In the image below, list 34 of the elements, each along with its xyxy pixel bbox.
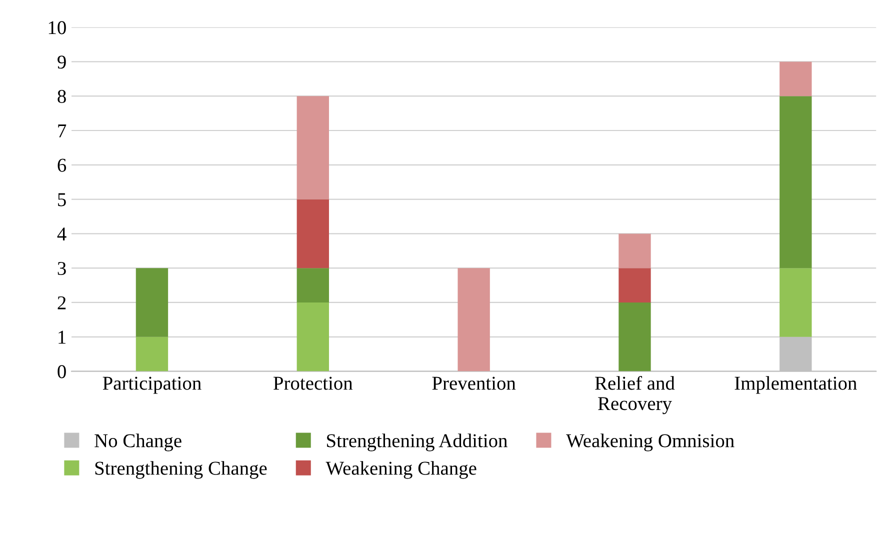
y-tick-label: 7 [58, 124, 66, 138]
y-tick-label: 9 [58, 56, 66, 69]
bar [296, 268, 329, 302]
bar [296, 96, 329, 200]
bar [458, 268, 490, 372]
bar [618, 234, 651, 268]
legend-label: Strengthening Addition [327, 434, 508, 452]
y-tick-label: 10 [48, 21, 66, 34]
y-tick-label: 3 [58, 262, 66, 276]
y-tick-label: 8 [58, 90, 66, 104]
x-tick-label: Implementation [734, 376, 857, 394]
y-tick-label: 4 [57, 228, 66, 240]
y-tick-label: 2 [58, 296, 66, 310]
bar [136, 336, 168, 372]
legend-label: Weakening Omnision [566, 434, 734, 452]
bar [618, 302, 651, 372]
x-tick-label: Protection [274, 376, 353, 390]
x-tick-label: Relief and Recovery [595, 376, 675, 414]
bar [136, 268, 168, 337]
y-tick-label: 5 [58, 193, 66, 206]
x-tick-label: Participation [102, 376, 202, 394]
bar [296, 302, 329, 372]
legend-label: Weakening Change [326, 461, 476, 479]
y-tick-label: 1 [58, 330, 66, 344]
bar [618, 268, 651, 302]
x-tick-label: Prevention [432, 376, 516, 390]
bar [296, 199, 329, 268]
y-tick-label: 0 [58, 365, 66, 378]
legend-label: No Change [94, 434, 182, 452]
bar [780, 96, 812, 268]
bar [780, 268, 812, 337]
legend-label: Strengthening Change [95, 461, 267, 479]
bar [780, 62, 812, 96]
y-tick-label: 6 [58, 158, 66, 172]
